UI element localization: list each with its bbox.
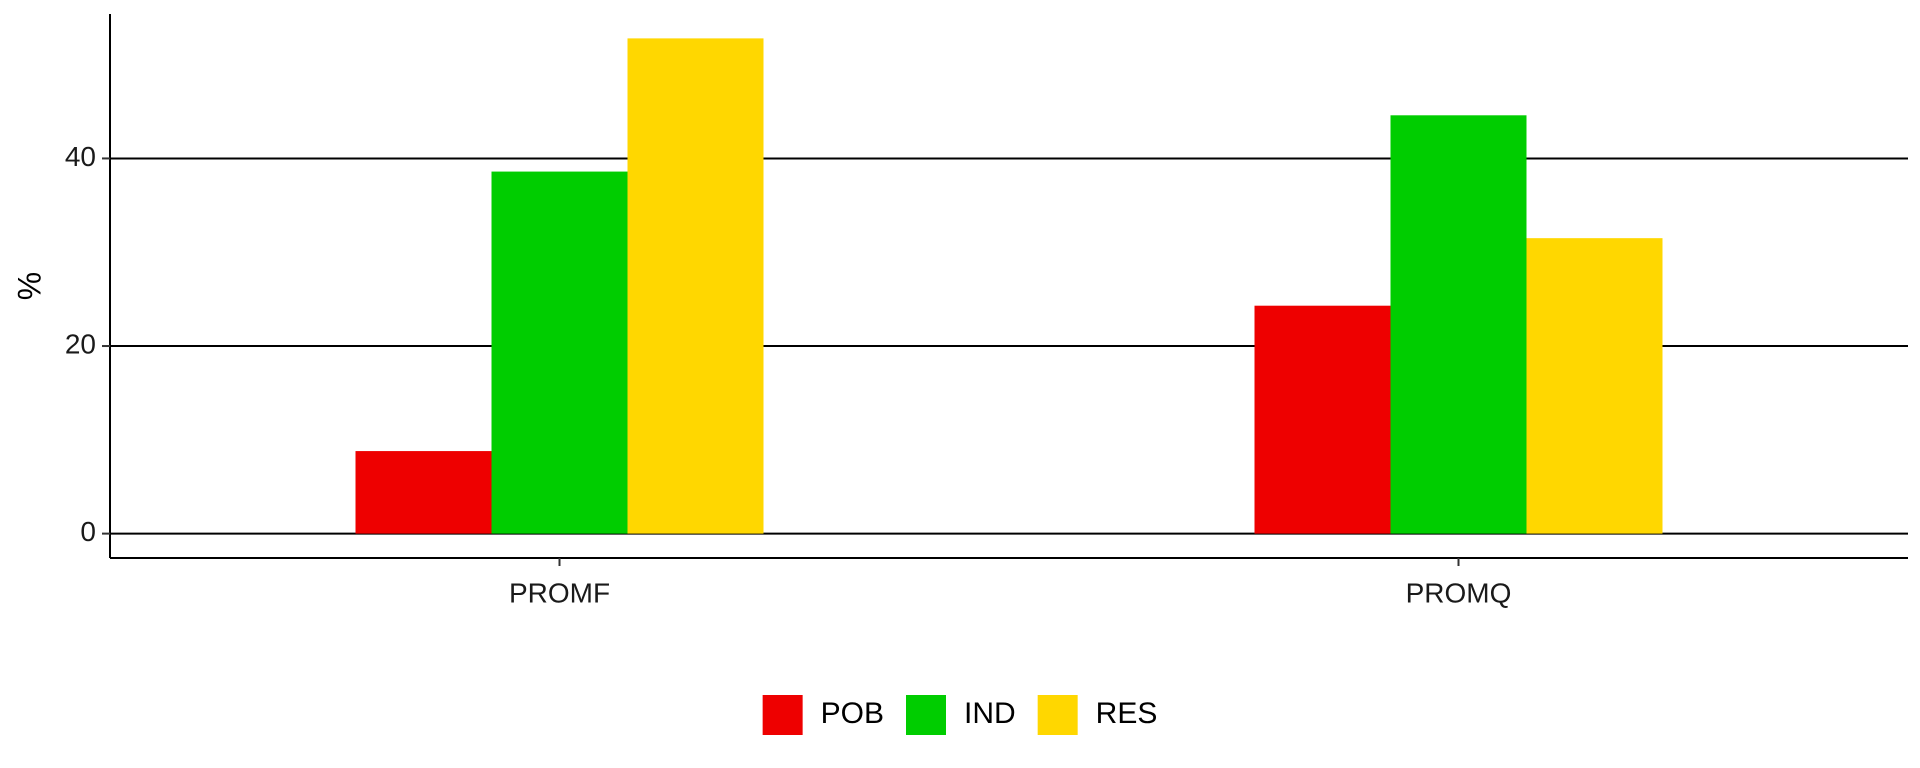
legend: POB IND RES bbox=[762, 695, 1158, 735]
bar-ind-promf bbox=[491, 171, 628, 534]
x-tick-label: PROMF bbox=[509, 577, 610, 608]
bar-pob-promf bbox=[355, 451, 492, 534]
legend-key-res bbox=[1037, 695, 1078, 735]
bar-pob-promq bbox=[1254, 305, 1391, 534]
bar-res-promq bbox=[1526, 238, 1663, 534]
bar-ind-promq bbox=[1390, 115, 1527, 534]
legend-key-ind bbox=[906, 695, 946, 735]
x-tick-label: PROMQ bbox=[1406, 577, 1512, 608]
y-tick-label: 40 bbox=[65, 141, 96, 172]
legend-label-ind: IND bbox=[964, 697, 1016, 730]
legend-key-pob bbox=[762, 695, 803, 735]
y-tick-label: 20 bbox=[65, 328, 96, 359]
bars bbox=[355, 38, 1663, 534]
axes bbox=[109, 14, 1908, 559]
bar-res-promf bbox=[627, 38, 764, 534]
legend-label-res: RES bbox=[1096, 697, 1158, 730]
y-tick-label: 0 bbox=[80, 516, 96, 547]
x-ticks: PROMF PROMQ bbox=[509, 558, 1511, 608]
legend-label-pob: POB bbox=[821, 697, 884, 730]
y-axis-title: % bbox=[11, 272, 47, 300]
y-ticks: 0 20 40 bbox=[65, 141, 110, 547]
